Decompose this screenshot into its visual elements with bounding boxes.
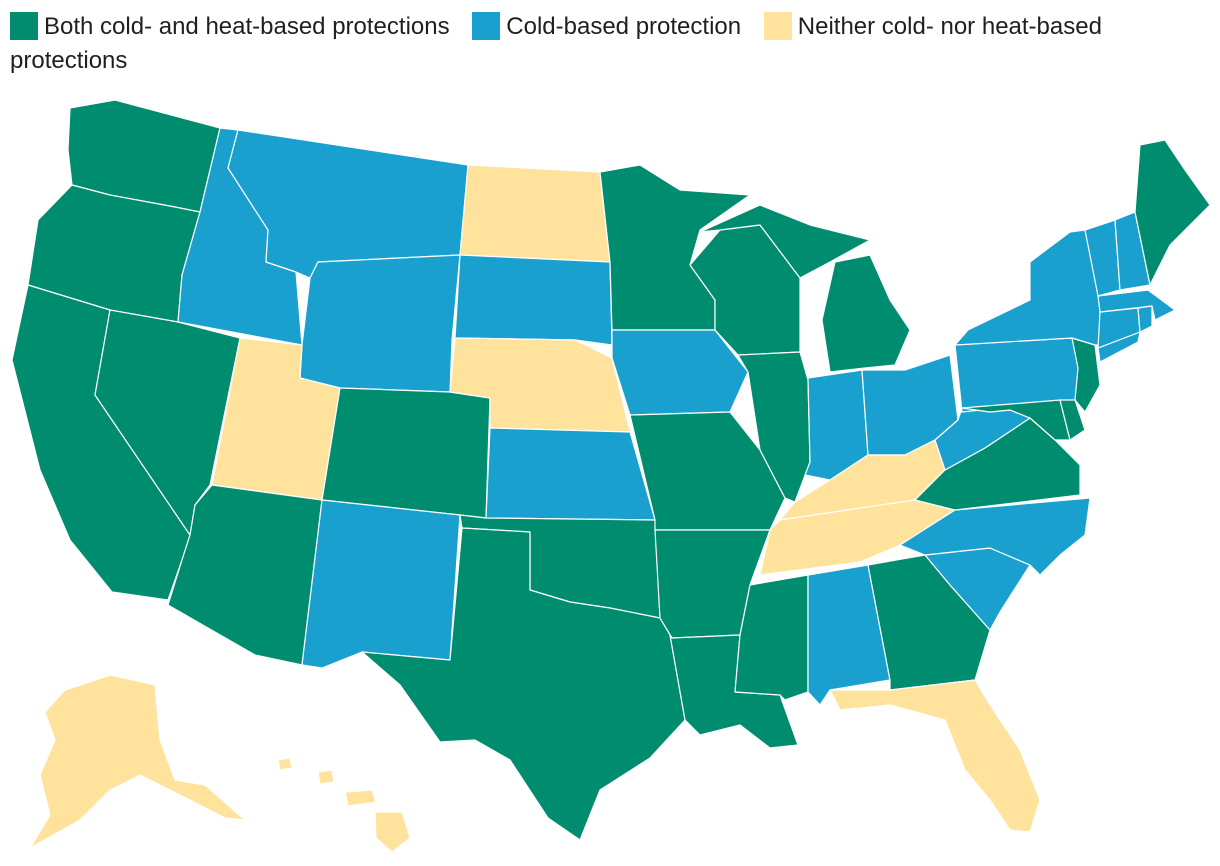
- state-HI-island-oahu[interactable]: [317, 769, 335, 785]
- state-MI-lower[interactable]: [821, 254, 911, 373]
- state-NV[interactable]: [94, 309, 241, 536]
- state-MI[interactable]: [699, 204, 871, 279]
- state-HI-island-maui[interactable]: [344, 789, 377, 807]
- state-KS[interactable]: [485, 427, 656, 521]
- legend-item-cold: Cold-based protection: [472, 12, 742, 40]
- state-ND[interactable]: [459, 164, 611, 263]
- state-TX[interactable]: [361, 527, 686, 841]
- legend-label-cold: Cold-based protection: [506, 13, 742, 40]
- state-NM[interactable]: [301, 499, 461, 669]
- legend-label-neither: Neither cold- nor heat-based protections: [10, 13, 1102, 74]
- state-AK[interactable]: [29, 674, 246, 849]
- state-MO[interactable]: [629, 411, 786, 531]
- legend-item-both: Both cold- and heat-based protections: [10, 12, 450, 40]
- legend-swatch-both: [10, 12, 38, 40]
- state-ME[interactable]: [1134, 139, 1211, 286]
- state-RI[interactable]: [1137, 305, 1153, 333]
- state-FL[interactable]: [829, 679, 1041, 833]
- legend-item-neither: Neither cold- nor heat-based protections: [10, 12, 1102, 74]
- state-MA[interactable]: [1097, 289, 1176, 321]
- state-DE[interactable]: [1059, 399, 1086, 441]
- state-WY[interactable]: [299, 254, 461, 393]
- state-SD[interactable]: [454, 254, 613, 346]
- legend-swatch-neither: [763, 12, 792, 40]
- state-NC[interactable]: [899, 497, 1091, 576]
- state-NY[interactable]: [954, 229, 1101, 346]
- legend-swatch-cold: [472, 12, 501, 40]
- legend: Both cold- and heat-based protections Co…: [10, 10, 1200, 78]
- state-HI[interactable]: [277, 757, 293, 771]
- legend-label-both: Both cold- and heat-based protections: [44, 13, 450, 40]
- state-CO[interactable]: [321, 387, 491, 519]
- state-HI-island-big[interactable]: [374, 811, 411, 853]
